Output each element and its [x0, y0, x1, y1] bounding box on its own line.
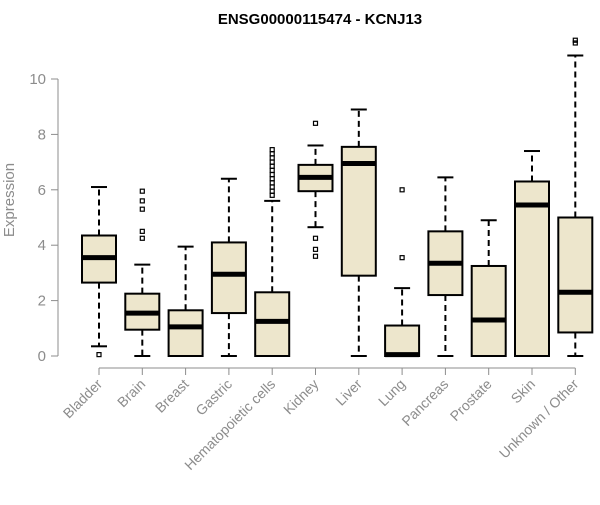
y-tick-label: 2: [38, 293, 46, 310]
x-tick-label: Brain: [114, 376, 148, 410]
chart-title: ENSG00000115474 - KCNJ13: [218, 11, 422, 28]
y-tick-label: 4: [38, 237, 46, 254]
outlier-point: [269, 167, 275, 174]
iqr-box: [514, 180, 550, 357]
iqr-box: [384, 324, 421, 357]
y-axis: 0 2 4 6 8 10: [29, 71, 59, 365]
box-group-breast: [167, 245, 204, 358]
box-group-prostate: [470, 219, 507, 358]
y-axis-label: Expression: [1, 163, 18, 237]
x-tick-label: Skin: [508, 376, 539, 407]
y-tick-label: 8: [38, 126, 46, 143]
box-group-kidney: [297, 120, 334, 259]
outlier-point: [96, 352, 102, 358]
outlier-point: [139, 235, 145, 241]
y-tick-label: 10: [29, 71, 46, 88]
x-tick-label: Bladder: [60, 376, 106, 422]
boxes-layer: [81, 37, 594, 358]
iqr-box: [470, 264, 507, 358]
x-tick-label: Breast: [152, 376, 192, 416]
box-group-skin: [514, 150, 550, 357]
x-tick-label: Unknown / Other: [496, 376, 582, 462]
outlier-point: [312, 120, 319, 126]
outlier-point: [269, 180, 275, 186]
outlier-point: [269, 147, 275, 153]
outlier-point: [572, 37, 578, 43]
outlier-point: [269, 184, 275, 190]
outlier-point: [139, 206, 145, 212]
box-group-gastric: [210, 177, 247, 357]
iqr-box: [340, 145, 377, 277]
outlier-point: [399, 187, 405, 193]
outlier-point: [139, 228, 145, 234]
outlier-point: [139, 188, 145, 194]
box-group-lung: [384, 187, 421, 358]
outlier-point: [269, 192, 275, 198]
outlier-point: [269, 151, 275, 157]
outlier-point: [269, 163, 275, 169]
outlier-point: [269, 155, 275, 161]
x-tick-label: Lung: [375, 376, 408, 409]
y-tick-label: 0: [38, 348, 46, 365]
box-group-unknown-other: [557, 37, 594, 357]
outlier-point: [269, 159, 275, 165]
x-tick-label: Pancreas: [398, 376, 451, 429]
outlier-point: [312, 246, 319, 252]
box-group-pancreas: [427, 176, 464, 357]
iqr-box: [254, 291, 291, 358]
box-group-bladder: [81, 186, 117, 358]
box-group-brain: [124, 188, 161, 357]
outlier-point: [269, 176, 275, 182]
outlier-point: [312, 253, 319, 259]
iqr-box: [557, 216, 594, 334]
box-group-hematopoietic-cells: [254, 147, 291, 358]
y-tick-label: 6: [38, 182, 46, 199]
outlier-point: [399, 255, 405, 261]
box-group-liver: [340, 108, 377, 357]
x-tick-label: Liver: [332, 376, 365, 409]
iqr-box: [210, 241, 247, 315]
outlier-point: [312, 235, 319, 241]
outlier-point: [269, 188, 275, 194]
x-tick-label: Gastric: [192, 376, 235, 419]
iqr-box: [167, 309, 204, 358]
x-tick-label: Kidney: [280, 376, 322, 418]
outlier-point: [572, 40, 578, 46]
outlier-point: [139, 198, 145, 204]
x-tick-label: Prostate: [447, 376, 495, 424]
outlier-point: [269, 171, 275, 178]
